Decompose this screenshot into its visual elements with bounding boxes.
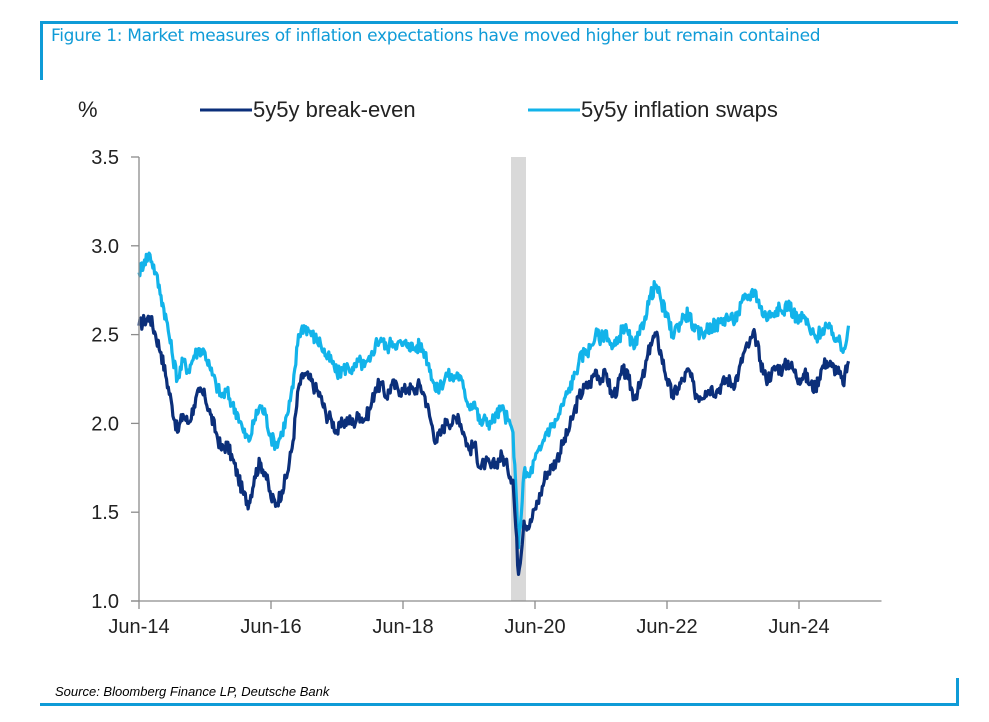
series-line-break-even [137, 313, 851, 576]
figure-title: Figure 1: Market measures of inflation e… [51, 26, 821, 46]
legend-label-break-even: 5y5y break-even [253, 97, 416, 122]
x-tick-label: Jun-24 [768, 616, 829, 638]
x-tick-label: Jun-16 [240, 616, 301, 638]
y-tick-label: 3.5 [91, 147, 119, 169]
x-tick-label: Jun-18 [372, 616, 433, 638]
bottom-rule [40, 703, 959, 706]
y-tick-label: 2.0 [91, 413, 119, 435]
y-tick-label: 1.5 [91, 502, 119, 524]
y-tick-label: 1.0 [91, 591, 119, 613]
title-accent-bar [40, 21, 43, 80]
series-line-inflation-swaps [137, 251, 851, 550]
y-unit-label: % [78, 97, 98, 122]
x-tick-label: Jun-14 [108, 616, 169, 638]
bottom-accent-bar [956, 678, 959, 706]
y-tick-label: 3.0 [91, 236, 119, 258]
top-rule [40, 21, 958, 24]
y-tick-label: 2.5 [91, 325, 119, 347]
x-tick-label: Jun-22 [636, 616, 697, 638]
x-tick-label: Jun-20 [504, 616, 565, 638]
source-note: Source: Bloomberg Finance LP, Deutsche B… [55, 684, 330, 699]
legend-label-inflation-swaps: 5y5y inflation swaps [581, 97, 778, 122]
